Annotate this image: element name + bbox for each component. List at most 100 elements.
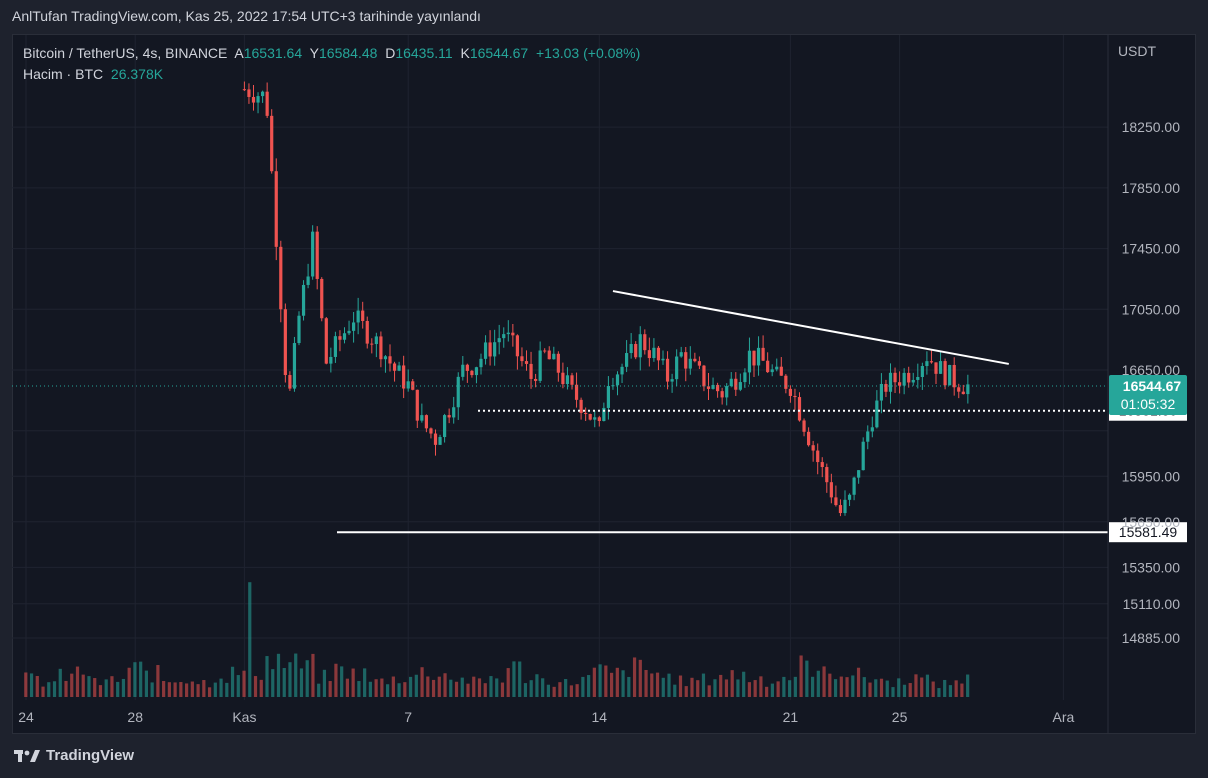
volume-bar <box>638 659 642 697</box>
volume-bar <box>920 677 924 697</box>
candle-body <box>297 315 301 344</box>
volume-bar <box>879 678 884 697</box>
volume-bar <box>133 662 137 697</box>
candle-body <box>370 343 374 345</box>
volume-bar <box>29 673 34 697</box>
volume-bar <box>856 667 861 697</box>
volume-bar <box>437 676 441 697</box>
candle-body <box>570 375 574 385</box>
candle-body <box>415 389 419 421</box>
volume-bar <box>575 684 579 697</box>
volume-bar <box>225 682 229 697</box>
candle-body <box>670 379 674 382</box>
volume-bar <box>173 682 177 697</box>
open-value: 16531.64 <box>243 45 303 61</box>
volume-label[interactable]: Hacim · BTC <box>23 66 104 82</box>
candle-body <box>524 361 529 364</box>
volume-bar <box>793 676 797 697</box>
candle-body <box>629 343 633 354</box>
candle-body <box>543 350 547 352</box>
volume-bar <box>70 673 74 697</box>
candle-body <box>702 365 706 387</box>
volume-bar <box>236 675 240 697</box>
volume-bar <box>52 681 57 697</box>
candle-body <box>529 363 533 379</box>
candle-body <box>661 358 665 361</box>
candle-body <box>884 383 888 392</box>
volume-bar <box>546 684 551 697</box>
candle-body <box>875 400 879 428</box>
candle-body <box>347 330 351 334</box>
candle-body <box>565 375 570 385</box>
tradingview-logo-text: TradingView <box>46 747 135 764</box>
volume-bar <box>673 684 677 697</box>
volume-bar <box>357 681 361 697</box>
candle-body <box>311 231 315 277</box>
volume-bar <box>202 680 206 697</box>
candles <box>242 81 970 517</box>
candle-body <box>356 310 360 323</box>
volume-bar <box>644 669 648 697</box>
price-tag-bg <box>1109 522 1187 543</box>
candle-body <box>656 347 661 361</box>
y-tick-label: 16650.00 <box>1122 362 1181 378</box>
volume-bar <box>765 686 769 697</box>
candle-body <box>706 386 711 389</box>
candle-body <box>374 336 378 345</box>
x-tick-label: 25 <box>892 709 908 725</box>
volume-bar <box>190 681 194 697</box>
volume-bar <box>167 682 171 697</box>
candle-body <box>838 505 843 514</box>
candle-body <box>816 450 820 463</box>
volume-bar <box>587 675 591 697</box>
candle-body <box>779 366 783 376</box>
candle-body <box>470 370 474 376</box>
candle-body <box>866 431 870 442</box>
price-tag-label: 15581.49 <box>1119 524 1178 540</box>
candle-body <box>638 334 642 358</box>
chart-frame[interactable] <box>12 34 1196 734</box>
candle-body <box>734 378 738 390</box>
volume-bar <box>305 660 309 697</box>
low-value: 16435.11 <box>395 45 453 61</box>
volume-bar <box>943 679 947 697</box>
volume-bar <box>684 686 688 697</box>
volume-legend: Hacim · BTC 26.378K <box>23 66 163 82</box>
candle-body <box>392 363 397 371</box>
candle-body <box>811 445 815 451</box>
symbol-label[interactable]: Bitcoin / TetherUS, 4s, BINANCE <box>23 45 228 61</box>
volume-bar <box>380 678 384 697</box>
candle-body <box>952 364 956 388</box>
tradingview-logo[interactable]: TradingView <box>14 747 134 764</box>
volume-bar <box>391 676 395 697</box>
volume-bar <box>719 674 723 697</box>
volume-bar <box>558 682 562 697</box>
last-price-label: 16544.67 <box>1123 378 1182 394</box>
candle-body <box>756 347 761 366</box>
candle-body <box>301 284 306 316</box>
candle-body <box>488 342 492 357</box>
candle-body <box>329 356 333 364</box>
volume-bar <box>345 678 350 697</box>
publish-header: AnlTufan TradingView.com, Kas 25, 2022 1… <box>12 8 481 24</box>
candle-body <box>388 356 392 364</box>
candle-body <box>502 334 506 339</box>
candle-body <box>584 412 588 415</box>
candle-body <box>907 372 911 383</box>
candle-body <box>725 386 729 398</box>
candle-body <box>684 352 688 369</box>
candle-body <box>265 91 269 116</box>
x-axis: 24 28 Kas 7 14 21 25 Ara <box>18 709 1074 725</box>
y-tick-label: 15950.00 <box>1122 468 1181 484</box>
candle-body <box>379 336 383 360</box>
volume-bar <box>116 681 120 697</box>
volume-bar <box>127 667 131 697</box>
volume-bar <box>931 681 935 697</box>
candle-body <box>620 366 624 375</box>
candle-body <box>870 427 874 432</box>
candle-body <box>688 358 692 369</box>
candle-body <box>251 96 256 103</box>
volume-bar <box>368 681 372 697</box>
volume-bar <box>736 679 740 697</box>
